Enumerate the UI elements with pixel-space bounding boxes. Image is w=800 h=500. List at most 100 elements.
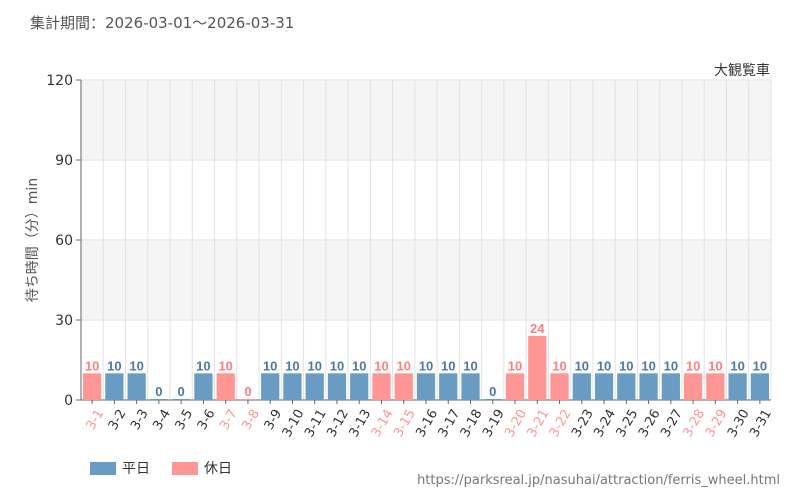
bar-value-label: 10 [508,358,522,373]
period-label: 集計期間：2026-03-01～2026-03-31 [30,14,295,32]
bar [327,373,347,400]
bar [439,373,458,400]
source-url[interactable]: https://parksreal.jp/nasuhai/attraction/… [417,473,780,488]
y-tick-label: 60 [55,233,73,249]
y-tick-label: 90 [55,153,73,169]
x-tick-label: 3-2 [106,407,130,433]
bar-value-label: 10 [441,358,455,373]
bar [305,373,324,400]
bar-value-label: 10 [419,358,433,373]
bar-value-label: 0 [178,384,185,399]
bar [639,373,658,400]
bar [750,373,769,400]
y-tick-label: 120 [46,73,73,89]
y-tick-label: 30 [55,313,73,329]
bar-value-label: 0 [244,384,251,399]
bar [728,373,747,400]
bar-value-label: 10 [263,358,277,373]
bar-value-label: 10 [463,358,477,373]
bar [661,373,680,400]
x-tick-label: 3-29 [703,407,731,440]
bar-value-label: 0 [155,384,162,399]
bar-value-label: 24 [530,321,545,336]
legend-label-holiday: 休日 [204,461,232,477]
bar-value-label: 10 [664,358,678,373]
bar [483,399,502,400]
bar-value-label: 10 [619,358,633,373]
x-tick-label: 3-21 [525,407,553,440]
legend-swatch-weekday [90,461,116,475]
bar [283,373,302,400]
bar [372,373,391,400]
x-tick-label: 3-14 [369,407,397,440]
bar [617,373,636,400]
bar-value-label: 10 [85,358,99,373]
x-tick-label: 3-1 [84,407,108,433]
x-tick-label: 3-27 [658,407,686,440]
bar [149,399,169,400]
bar-value-label: 10 [575,358,589,373]
legend: 平日 休日 [90,458,254,478]
x-tick-label: 3-26 [636,407,664,440]
legend-swatch-holiday [172,461,198,475]
bar-value-label: 10 [107,358,121,373]
x-tick-label: 3-18 [458,407,486,440]
bar-value-label: 10 [686,358,700,373]
x-tick-label: 3-25 [614,407,642,440]
bar-value-label: 0 [489,384,496,399]
legend-item-weekday[interactable]: 平日 [90,458,150,478]
legend-item-holiday[interactable]: 休日 [172,458,232,478]
bar [461,373,480,400]
x-tick-label: 3-6 [195,407,219,433]
attraction-name: 大観覧車 [714,63,770,79]
bar [216,373,235,400]
bar [683,373,703,400]
bar [394,373,413,400]
bar-value-label: 10 [196,358,210,373]
x-tick-label: 3-13 [347,407,375,440]
x-tick-label: 3-22 [547,407,575,440]
x-tick-label: 3-17 [436,407,464,440]
plot-band [81,240,771,320]
bar-value-label: 10 [552,358,566,373]
x-tick-label: 3-31 [747,407,775,440]
bar [105,373,124,400]
x-tick-label: 3-5 [173,407,197,433]
x-tick-label: 3-20 [502,407,530,440]
bar-value-label: 10 [597,358,611,373]
y-tick-label: 0 [64,393,73,409]
bar [127,373,146,400]
bar-value-label: 10 [218,358,232,373]
x-tick-label: 3-15 [391,407,419,440]
x-tick-label: 3-30 [725,407,753,440]
x-tick-label: 3-28 [680,407,708,440]
bar-value-label: 10 [307,358,321,373]
bar-value-label: 10 [352,358,366,373]
x-tick-label: 3-16 [413,407,441,440]
bar-value-label: 10 [730,358,744,373]
bar-value-label: 10 [285,358,299,373]
x-tick-label: 3-11 [302,407,330,440]
x-tick-label: 3-7 [217,407,241,433]
x-tick-label: 3-23 [569,407,597,440]
bar [350,373,369,400]
bar [83,373,102,400]
x-tick-label: 3-12 [324,407,352,440]
legend-label-weekday: 平日 [122,461,150,477]
x-tick-label: 3-24 [591,407,619,440]
plot-band [81,80,771,160]
bar [194,373,213,400]
x-tick-label: 3-8 [239,407,263,433]
x-tick-label: 3-4 [150,407,174,433]
bar-value-label: 10 [641,358,655,373]
bar [594,373,614,400]
bar [416,373,436,400]
bar-value-label: 10 [397,358,411,373]
bar [505,373,525,400]
bar-value-label: 10 [129,358,143,373]
bar [261,373,280,400]
bar [528,336,547,400]
bar-value-label: 10 [374,358,388,373]
